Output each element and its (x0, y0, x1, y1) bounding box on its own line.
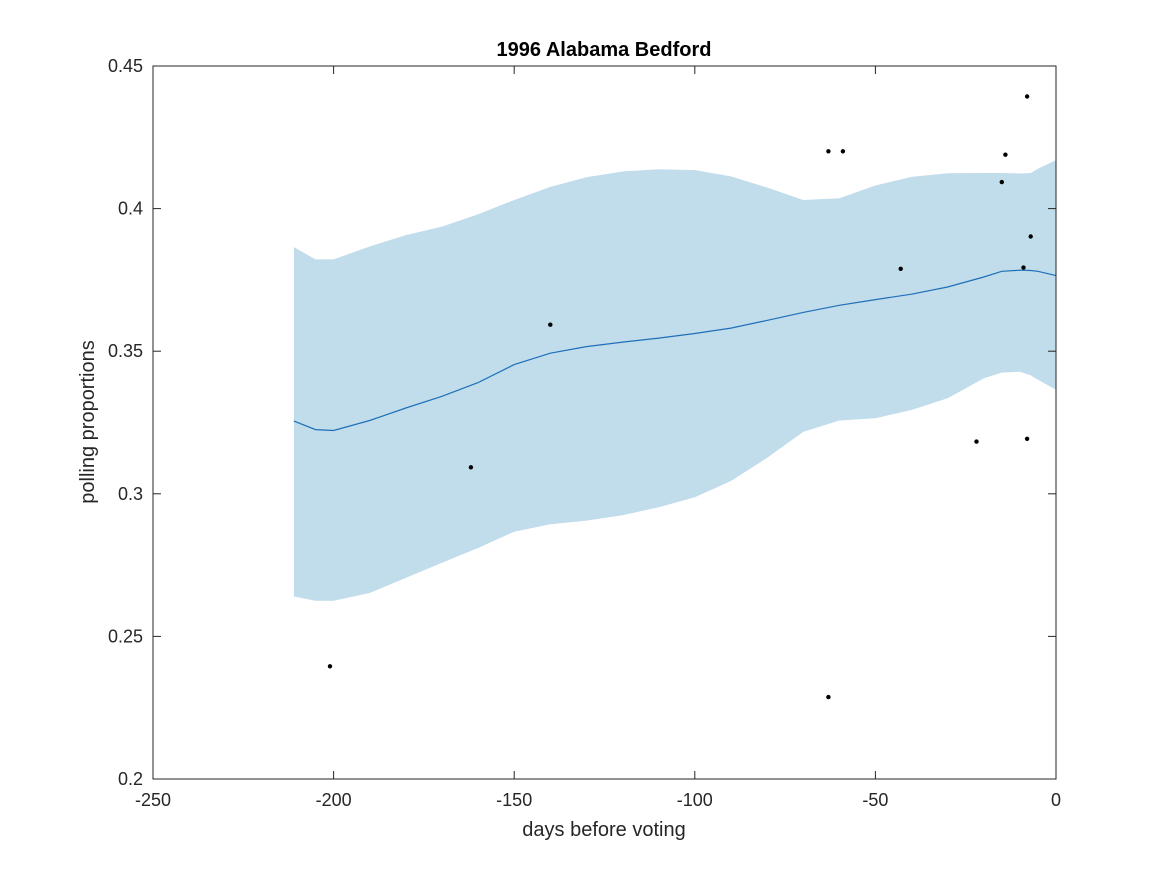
confidence-band (293, 160, 1056, 601)
poll-point (327, 664, 333, 669)
x-tick-label: -150 (496, 790, 532, 810)
poll-point (1028, 234, 1033, 239)
x-axis-ticks: -250 -200 -150 -100 -50 0 (135, 66, 1061, 810)
axes-box (152, 65, 1057, 780)
poll-point (1003, 152, 1008, 157)
poll-point (974, 439, 979, 444)
x-tick-label: -100 (677, 790, 713, 810)
poll-point (826, 149, 831, 154)
y-tick-label: 0.25 (108, 626, 143, 646)
poll-point (468, 465, 474, 470)
trend-line (293, 269, 1057, 432)
poll-point (1024, 94, 1030, 99)
axes-frame (152, 65, 1057, 780)
y-tick-label: 0.45 (108, 56, 143, 76)
poll-point (1021, 265, 1026, 270)
y-tick-label: 0.35 (108, 341, 143, 361)
poll-point (999, 179, 1004, 185)
y-axis-label: polling proportions (77, 340, 99, 503)
poll-points-layer (327, 94, 1033, 700)
x-tick-label: -200 (316, 790, 352, 810)
poll-point (1024, 436, 1030, 441)
poll-point (548, 322, 553, 327)
chart-title: 1996 Alabama Bedford (497, 39, 712, 61)
poll-point (898, 266, 903, 271)
y-tick-label: 0.4 (118, 199, 143, 219)
y-axis-ticks: 0.2 0.25 0.3 0.35 0.4 0.45 (108, 56, 1056, 789)
trend-line-layer (293, 269, 1057, 432)
poll-point (826, 694, 831, 700)
x-tick-label: 0 (1051, 790, 1061, 810)
confidence-band-layer (293, 160, 1056, 601)
x-axis-label: days before voting (522, 819, 685, 841)
y-tick-label: 0.3 (118, 484, 143, 504)
x-tick-label: -50 (862, 790, 888, 810)
poll-point (840, 149, 846, 154)
x-tick-label: -250 (135, 790, 171, 810)
y-tick-label: 0.2 (118, 769, 143, 789)
